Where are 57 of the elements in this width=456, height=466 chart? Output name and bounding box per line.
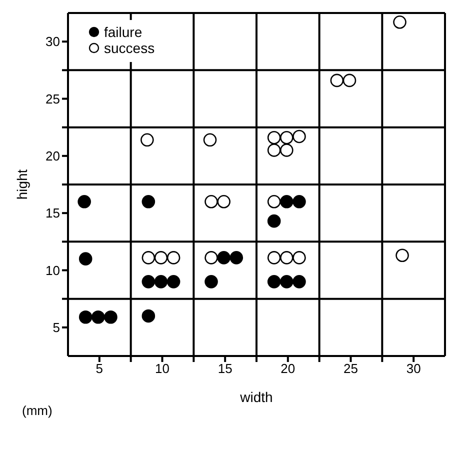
point [78,195,91,208]
point [140,133,154,147]
point [267,130,281,144]
point [78,310,92,324]
point [154,275,168,288]
point [92,310,105,324]
point [204,251,218,264]
point [267,251,281,264]
y-tick-label: 30 [46,34,60,50]
point [204,195,218,208]
x-tick-label: 30 [406,361,421,376]
point [166,251,180,264]
x-tick-label: 15 [218,361,232,376]
y-tick-label: 5 [52,320,60,336]
legend-label: failure [104,24,142,40]
point [280,275,294,288]
point [267,214,281,228]
point [154,251,168,264]
point [292,130,306,144]
point [292,275,306,288]
y-tick-label: 10 [46,262,60,278]
point [342,74,356,88]
y-axis-title: hight [14,169,30,200]
point [267,275,281,288]
x-tick-label: 25 [344,361,358,376]
point [217,251,230,264]
y-tick-label: 15 [46,206,60,221]
point [217,195,230,208]
x-tick-label: 5 [96,361,104,376]
point [78,252,92,266]
point [267,195,281,208]
legend-label: success [104,40,155,56]
y-tick-label: 20 [46,148,60,164]
point [142,275,156,288]
point [166,275,180,288]
point [142,251,156,264]
point [230,251,244,264]
point [142,309,156,323]
point [104,310,118,324]
point [280,144,294,157]
y-tick-label: 25 [46,91,60,106]
point [292,251,306,264]
point [267,144,281,157]
point [142,195,156,208]
x-tick-label: 20 [280,361,296,376]
point [204,275,218,288]
point [396,248,409,262]
point [280,130,294,144]
point [280,251,294,264]
text: (mm) [22,403,52,418]
point [203,133,217,147]
point [292,195,306,208]
x-axis-title: width [239,389,273,405]
point [280,195,294,208]
x-tick-label: 10 [155,361,170,376]
point [330,74,344,88]
point [393,15,406,29]
